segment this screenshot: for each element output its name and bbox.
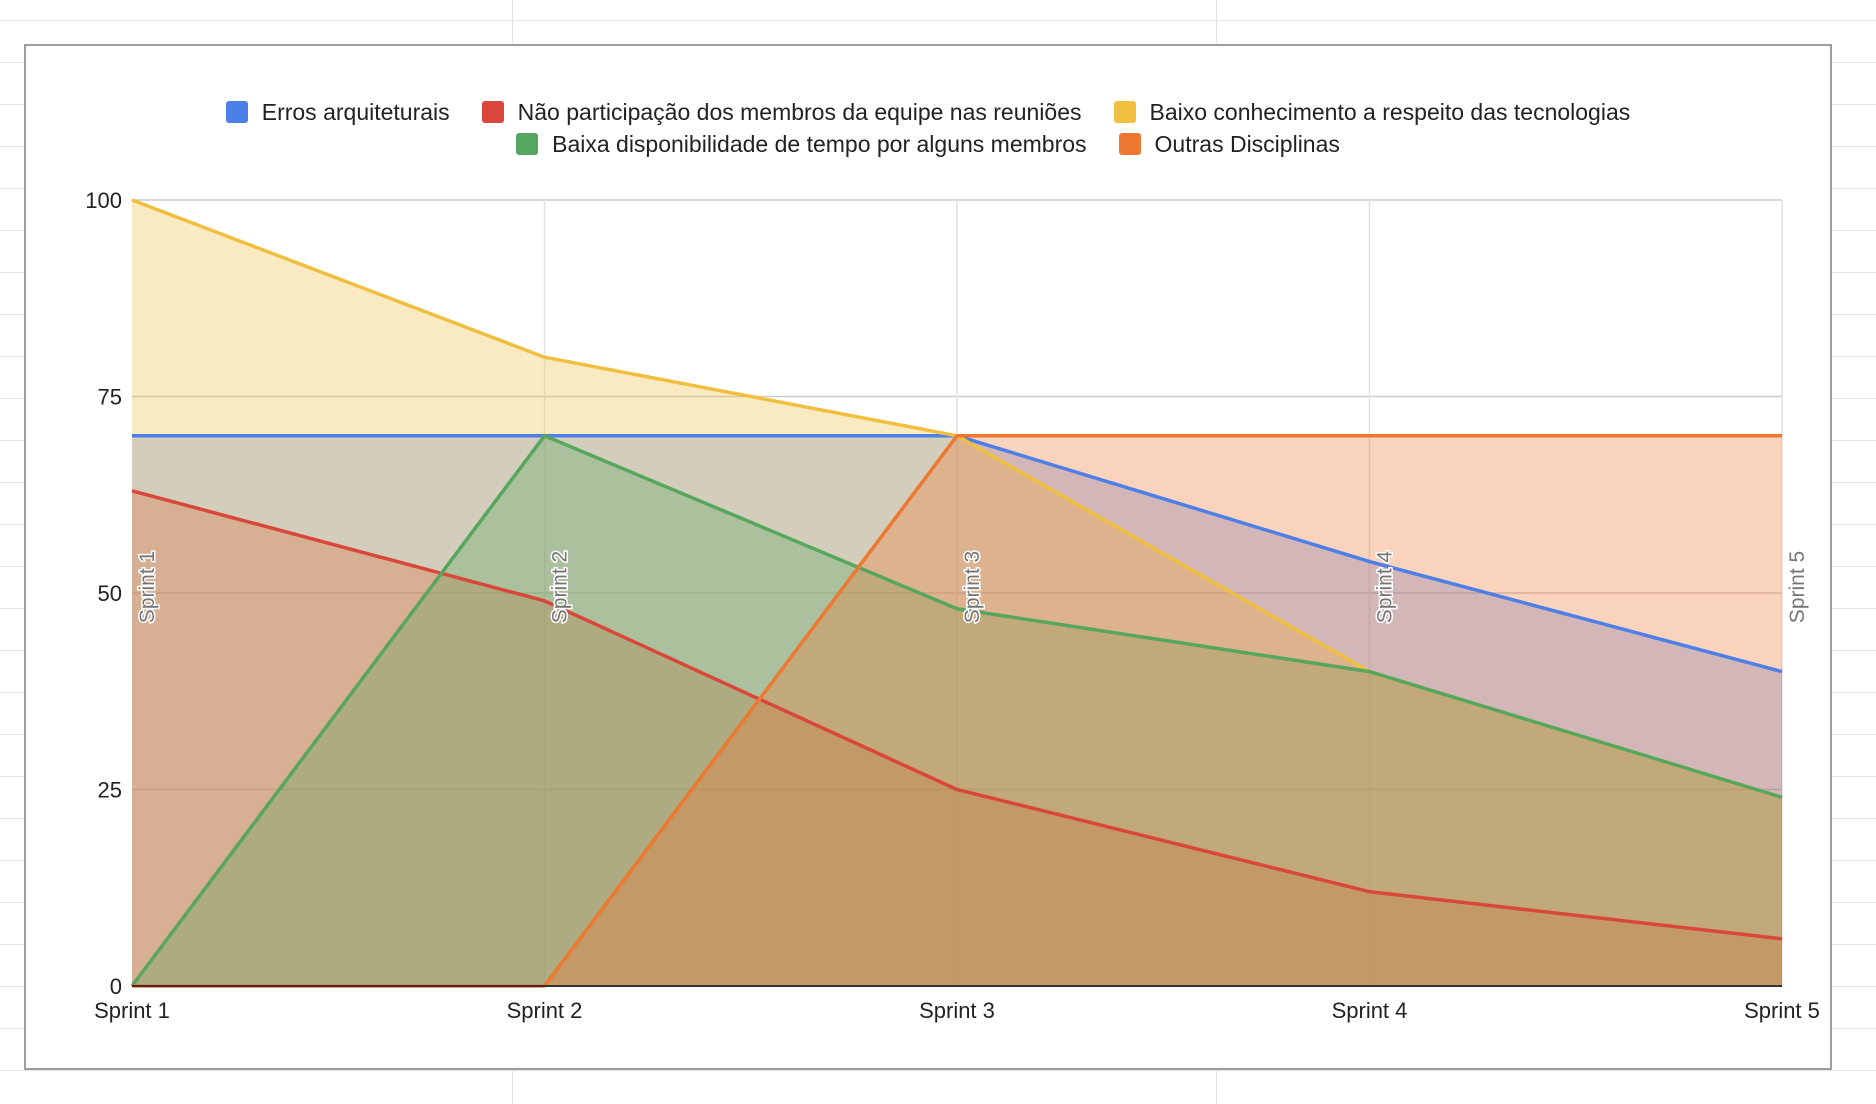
y-tick-label: 75 bbox=[98, 385, 122, 410]
area-fill bbox=[132, 200, 1782, 986]
legend-item-erros-arquiteturais[interactable]: Erros arquiteturais bbox=[225, 98, 450, 126]
legend-swatch bbox=[1118, 133, 1141, 155]
legend-row-1: Erros arquiteturais Não participação dos… bbox=[26, 96, 1830, 128]
annotation-label: Sprint 2 bbox=[549, 551, 572, 623]
y-tick-label: 25 bbox=[98, 778, 122, 803]
legend-item-baixa-disponibilidade[interactable]: Baixa disponibilidade de tempo por algun… bbox=[516, 130, 1087, 158]
legend-label: Não participação dos membros da equipe n… bbox=[517, 98, 1082, 125]
y-tick-label: 100 bbox=[85, 188, 122, 213]
y-tick-label: 0 bbox=[110, 974, 122, 999]
x-tick-label: Sprint 1 bbox=[94, 998, 170, 1023]
legend-swatch bbox=[1113, 101, 1136, 123]
area-fill bbox=[132, 435, 1782, 986]
annotation-label: Sprint 5 bbox=[1786, 551, 1809, 623]
legend-item-nao-participacao[interactable]: Não participação dos membros da equipe n… bbox=[481, 98, 1082, 126]
annotation-label: Sprint 3 bbox=[961, 551, 984, 623]
annotation-label: Sprint 4 bbox=[1374, 550, 1397, 623]
area-fill bbox=[132, 435, 1782, 986]
legend-label: Baixa disponibilidade de tempo por algun… bbox=[552, 130, 1087, 157]
legend-label: Erros arquiteturais bbox=[261, 98, 450, 125]
x-tick-label: Sprint 4 bbox=[1332, 998, 1408, 1023]
series-line[interactable] bbox=[130, 434, 1783, 988]
legend-swatch bbox=[481, 101, 504, 123]
legend-label: Baixo conhecimento a respeito das tecnol… bbox=[1149, 98, 1631, 125]
area-fills bbox=[132, 200, 1782, 986]
annotations: Sprint 1 Sprint 2 Sprint 3 Sprint 4 Sprint 5 bbox=[135, 549, 1811, 625]
legend-row-2: Baixa disponibilidade de tempo por algun… bbox=[26, 128, 1830, 160]
legend-swatch bbox=[225, 101, 248, 123]
chart-container[interactable]: Erros arquiteturais Não participação dos… bbox=[24, 44, 1832, 1070]
chart-legend: Erros arquiteturais Não participação dos… bbox=[26, 96, 1830, 160]
area-fill bbox=[132, 435, 1782, 986]
x-tick-label: Sprint 3 bbox=[919, 998, 995, 1023]
legend-item-baixo-conhecimento[interactable]: Baixo conhecimento a respeito das tecnol… bbox=[1113, 98, 1631, 126]
legend-item-outras-disciplinas[interactable]: Outras Disciplinas bbox=[1118, 130, 1340, 158]
annotation-label: Sprint 1 bbox=[136, 551, 159, 623]
x-tick-label: Sprint 5 bbox=[1744, 998, 1820, 1023]
series-line[interactable] bbox=[131, 489, 1783, 941]
y-tick-label: 50 bbox=[98, 581, 122, 606]
area-fill bbox=[132, 490, 1782, 986]
legend-label: Outras Disciplinas bbox=[1154, 130, 1340, 157]
legend-swatch bbox=[516, 133, 539, 155]
x-tick-label: Sprint 2 bbox=[507, 998, 583, 1023]
